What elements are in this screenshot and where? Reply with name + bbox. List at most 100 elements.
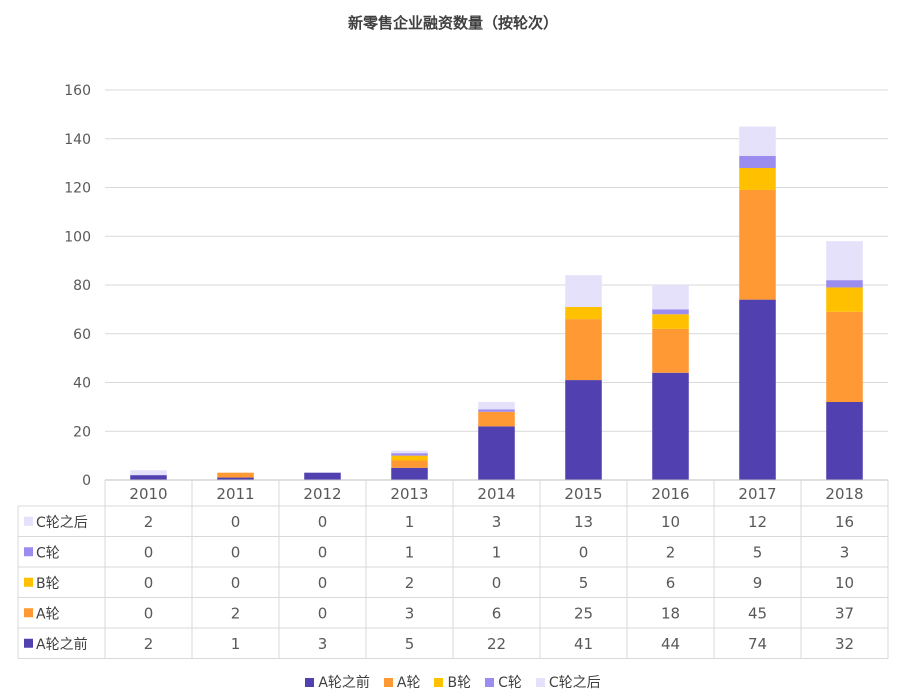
y-tick-label: 40	[73, 376, 91, 392]
legend-label: C轮	[498, 675, 522, 691]
bar-segment	[739, 155, 776, 168]
bar-segment	[565, 306, 602, 320]
row-label: C轮	[36, 545, 60, 561]
x-tick-label: 2014	[477, 485, 515, 503]
y-tick-label: 140	[64, 132, 91, 148]
legend-label: C轮之后	[548, 675, 601, 691]
y-tick-label: 80	[73, 278, 91, 294]
bar-segment	[217, 477, 254, 480]
bar-segment	[652, 314, 689, 329]
bar-segment	[652, 309, 689, 315]
bar-segment	[478, 402, 515, 410]
legend-key-swatch	[24, 547, 33, 557]
data-cell: 3	[318, 635, 328, 653]
chart-title: 新零售企业融资数量（按轮次）	[347, 14, 558, 32]
data-cell: 37	[835, 604, 854, 622]
bar-segment	[478, 409, 515, 412]
bar-segment	[130, 475, 167, 480]
x-tick-label: 2017	[738, 485, 776, 503]
data-cell: 0	[231, 543, 241, 561]
legend-item: B轮	[434, 672, 471, 692]
y-tick-label: 100	[64, 229, 91, 245]
bar-segment	[739, 189, 776, 300]
data-cell: 6	[492, 604, 502, 622]
data-cell: 5	[753, 543, 763, 561]
data-cell: 45	[748, 604, 767, 622]
data-cell: 0	[144, 604, 154, 622]
legend-label: A轮之前	[318, 675, 370, 691]
row-label: C轮之后	[36, 515, 88, 531]
x-tick-label: 2011	[216, 485, 254, 503]
bar-segment	[826, 280, 863, 288]
y-tick-label: 20	[73, 424, 91, 440]
data-cell: 3	[492, 513, 502, 531]
legend-label: A轮	[396, 675, 421, 691]
data-cell: 1	[405, 513, 415, 531]
chart-legend: A轮之前 A轮 B轮 C轮 C轮之后	[0, 672, 906, 692]
bar-segment	[391, 455, 428, 461]
x-tick-label: 2018	[825, 485, 863, 503]
data-cell: 10	[835, 574, 854, 592]
data-cell: 22	[487, 635, 506, 653]
bar-segment	[391, 467, 428, 480]
legend-key-swatch	[24, 516, 33, 526]
legend-swatch	[434, 678, 444, 687]
data-cell: 0	[144, 543, 154, 561]
bar-segment	[739, 299, 776, 480]
data-cell: 44	[661, 635, 680, 653]
data-cell: 0	[318, 604, 328, 622]
x-tick-label: 2016	[651, 485, 689, 503]
data-cell: 2	[666, 543, 676, 561]
y-tick-label: 60	[73, 327, 91, 343]
legend-swatch	[535, 678, 545, 687]
bar-segment	[652, 285, 689, 310]
y-tick-label: 120	[64, 181, 91, 197]
bar-segment	[565, 319, 602, 381]
data-cell: 0	[231, 574, 241, 592]
data-cell: 16	[835, 513, 854, 531]
x-tick-label: 2012	[303, 485, 341, 503]
data-cell: 25	[574, 604, 593, 622]
data-cell: 1	[492, 543, 502, 561]
data-cell: 2	[144, 635, 154, 653]
bar-segment	[826, 402, 863, 480]
data-cell: 32	[835, 635, 854, 653]
bar-segment	[478, 411, 515, 427]
bar-segment	[304, 472, 341, 480]
legend-key-swatch	[24, 577, 33, 587]
data-cell: 0	[579, 543, 589, 561]
data-cell: 0	[144, 574, 154, 592]
row-label: B轮	[36, 576, 60, 592]
legend-swatch	[305, 678, 315, 687]
x-tick-label: 2013	[390, 485, 428, 503]
data-cell: 18	[661, 604, 680, 622]
bar-segment	[217, 472, 254, 478]
x-tick-label: 2010	[129, 485, 167, 503]
data-cell: 9	[753, 574, 763, 592]
bar-segment	[391, 450, 428, 454]
bar-segment	[652, 328, 689, 373]
bar-segment	[739, 168, 776, 190]
data-cell: 1	[405, 543, 415, 561]
legend-key-swatch	[24, 638, 33, 648]
bar-segment	[130, 470, 167, 476]
bar-segment	[478, 426, 515, 480]
row-label: A轮	[36, 606, 60, 622]
bar-segment	[826, 287, 863, 312]
legend-item: C轮之后	[535, 672, 601, 692]
data-cell: 74	[748, 635, 767, 653]
bar-segment	[826, 311, 863, 402]
bar-segment	[565, 275, 602, 307]
data-cell: 3	[405, 604, 415, 622]
bar-segment	[739, 126, 776, 156]
legend-swatch	[485, 678, 495, 687]
data-cell: 0	[231, 513, 241, 531]
data-cell: 0	[318, 513, 328, 531]
legend-item: A轮	[383, 672, 421, 692]
x-tick-label: 2015	[564, 485, 602, 503]
data-cell: 5	[579, 574, 589, 592]
data-cell: 1	[231, 635, 241, 653]
legend-label: B轮	[447, 675, 472, 691]
data-cell: 2	[405, 574, 415, 592]
